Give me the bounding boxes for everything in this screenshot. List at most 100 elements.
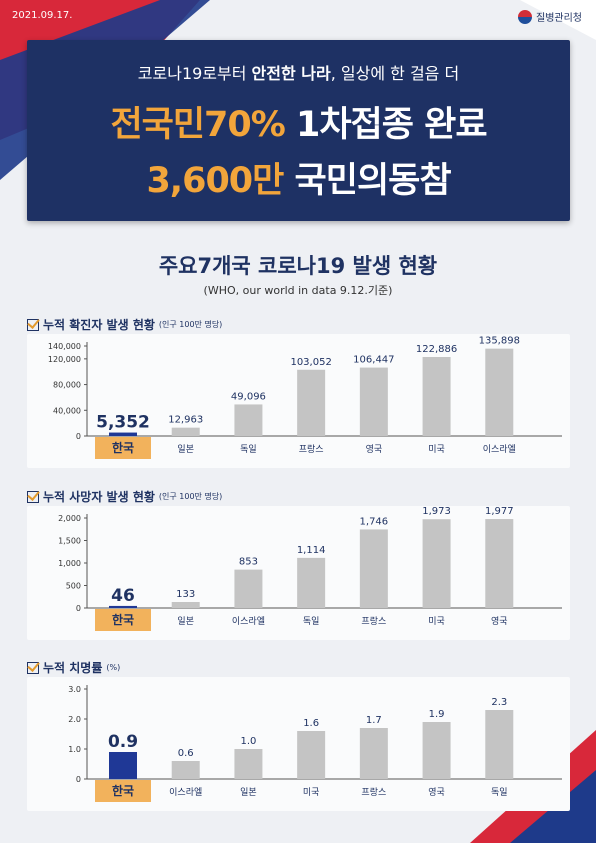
value-label: 12,963 xyxy=(168,415,203,426)
value-label: 46 xyxy=(111,586,135,606)
category-label: 한국 xyxy=(112,440,134,455)
bar-7 xyxy=(485,519,514,608)
hero-headline-2: 3,600만 국민의동참 xyxy=(146,161,451,201)
category-label: 일본 xyxy=(177,444,194,455)
section-title: 주요7개국 코로나19 발생 현황 xyxy=(158,254,438,278)
bar-2 xyxy=(171,761,200,779)
cases-chart: 0 40,000 80,000 120,000 140,000 5,352 한국 12,963… xyxy=(48,336,562,459)
bar-3 xyxy=(234,749,263,779)
chart-title-cases: 누적 확진자 발생 현황 (인구 100만 명당) xyxy=(27,316,222,333)
highlight-category-bg xyxy=(95,437,151,459)
chart-card-deaths: 0 500 1,000 1,500 2,000 46 한국 133 일본 853 이스라엘 1,114… xyxy=(27,506,570,640)
bar-6 xyxy=(422,357,451,436)
bar-7 xyxy=(485,710,514,779)
category-label: 프랑스 xyxy=(361,786,386,798)
taegeuk-icon xyxy=(518,9,532,24)
category-label: 영국 xyxy=(366,444,383,455)
bar-6 xyxy=(422,722,451,779)
value-label: 1.9 xyxy=(429,709,445,720)
category-label: 프랑스 xyxy=(361,615,386,627)
bar-4 xyxy=(297,731,326,779)
bar-4 xyxy=(297,369,326,436)
bar-4 xyxy=(297,557,326,608)
bar-5 xyxy=(359,529,388,608)
bar-3 xyxy=(234,404,263,436)
category-label: 프랑스 xyxy=(299,443,324,455)
category-label: 독일 xyxy=(491,787,508,798)
value-label: 106,447 xyxy=(353,355,394,366)
bar-2 xyxy=(171,427,200,436)
checkbox-icon xyxy=(27,661,39,674)
y-tick-label: 500 xyxy=(66,582,81,591)
highlight-category-bg xyxy=(95,609,151,631)
y-tick-label: 40,000 xyxy=(53,406,81,415)
chart-title-deaths: 누적 사망자 발생 현황 (인구 100만 명당) xyxy=(27,488,222,505)
value-label: 1,746 xyxy=(360,516,389,527)
value-label: 1.6 xyxy=(303,718,319,729)
hero-banner: 코로나19로부터 안전한 나라, 일상에 한 걸음 더 전국민70% 1차접종 … xyxy=(27,40,570,221)
fatality-chart: 0 1.0 2.0 3.0 0.9 한국 0.6 이스라엘 1.0 일본 1.6 미국 1.7 프랑스 1.… xyxy=(68,685,562,802)
value-label: 122,886 xyxy=(416,344,457,355)
hero-subtitle: 코로나19로부터 안전한 나라, 일상에 한 걸음 더 xyxy=(137,64,460,83)
bar-5 xyxy=(359,367,388,436)
category-label: 이스라엘 xyxy=(169,787,202,798)
section-subtitle: (WHO, our world in data 9.12.기준) xyxy=(203,284,393,297)
value-label: 135,898 xyxy=(479,336,520,347)
value-label: 0.6 xyxy=(178,748,194,759)
value-label: 5,352 xyxy=(96,413,150,433)
value-label: 49,096 xyxy=(231,391,266,402)
category-label: 영국 xyxy=(428,787,445,798)
value-label: 1,977 xyxy=(485,506,514,517)
category-label: 독일 xyxy=(303,616,320,627)
chart-card-fatality: 0 1.0 2.0 3.0 0.9 한국 0.6 이스라엘 1.0 일본 1.6 미국 1.7 프랑스 1.… xyxy=(27,677,570,811)
category-label: 독일 xyxy=(240,444,257,455)
category-label: 이스라엘 xyxy=(483,444,516,455)
category-label: 이스라엘 xyxy=(232,616,265,627)
bar-1 xyxy=(109,605,137,608)
value-label: 103,052 xyxy=(290,357,331,368)
y-tick-label: 0 xyxy=(76,432,81,441)
agency-name: 질병관리청 xyxy=(536,13,582,24)
y-tick-label: 140,000 xyxy=(48,342,81,351)
bar-1 xyxy=(109,432,137,436)
value-label: 1.0 xyxy=(240,736,256,747)
agency-logo: 질병관리청 xyxy=(518,9,582,24)
y-tick-label: 0 xyxy=(76,775,81,784)
category-label: 일본 xyxy=(177,616,194,627)
bar-5 xyxy=(359,728,388,779)
bar-2 xyxy=(171,602,200,608)
value-label: 0.9 xyxy=(108,732,138,752)
y-tick-label: 1,000 xyxy=(58,559,81,568)
chart-card-cases: 0 40,000 80,000 120,000 140,000 5,352 한국 12,963… xyxy=(27,334,570,468)
value-label: 1.7 xyxy=(366,715,382,726)
y-tick-label: 120,000 xyxy=(48,355,81,364)
category-label: 미국 xyxy=(428,616,445,627)
checkbox-icon xyxy=(27,490,39,503)
category-label: 영국 xyxy=(491,616,508,627)
category-label: 미국 xyxy=(428,444,445,455)
hero-headline-1: 전국민70% 1차접종 완료 xyxy=(110,105,487,145)
value-label: 1,114 xyxy=(297,545,326,556)
value-label: 1,973 xyxy=(422,506,451,517)
date-label: 2021.09.17. xyxy=(12,10,73,21)
highlight-category-bg xyxy=(95,780,151,802)
chart-title-fatality: 누적 치명률 (%) xyxy=(27,659,120,676)
y-tick-label: 2,000 xyxy=(58,514,81,523)
value-label: 133 xyxy=(176,589,195,600)
value-label: 853 xyxy=(239,557,258,568)
bar-7 xyxy=(485,348,514,436)
y-tick-label: 3.0 xyxy=(68,685,81,694)
bar-3 xyxy=(234,569,263,608)
bar-6 xyxy=(422,519,451,608)
category-label: 일본 xyxy=(240,787,257,798)
checkbox-icon xyxy=(27,318,39,331)
y-tick-label: 80,000 xyxy=(53,381,81,390)
deaths-chart: 0 500 1,000 1,500 2,000 46 한국 133 일본 853 이스라엘 1,114… xyxy=(58,506,562,631)
y-tick-label: 2.0 xyxy=(68,715,81,724)
category-label: 한국 xyxy=(112,612,134,627)
y-tick-label: 1,500 xyxy=(58,537,81,546)
y-tick-label: 0 xyxy=(76,604,81,613)
value-label: 2.3 xyxy=(491,697,507,708)
bar-1 xyxy=(109,752,137,779)
category-label: 한국 xyxy=(112,783,134,798)
